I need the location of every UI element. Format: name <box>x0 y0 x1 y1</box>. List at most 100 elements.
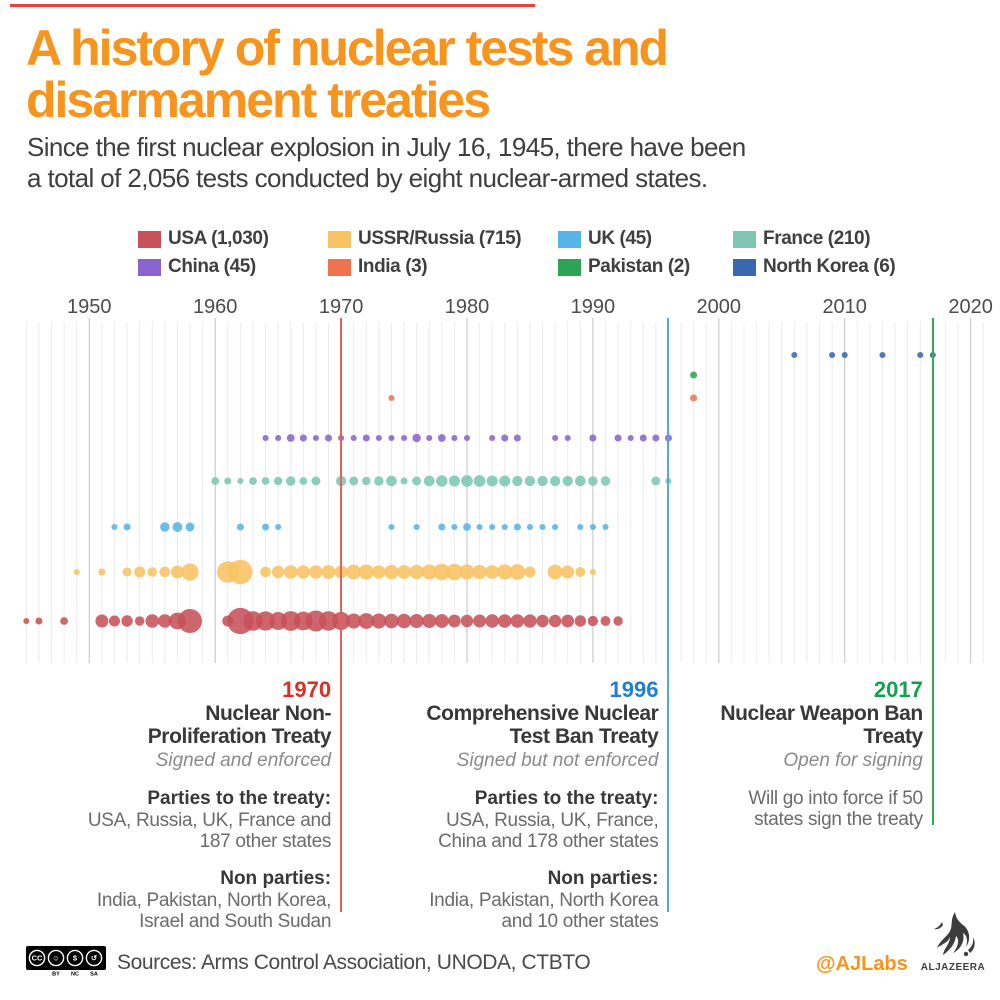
test-bubble <box>423 475 435 487</box>
treaty-title-line: Proliferation Treaty <box>147 725 332 748</box>
treaty-section-line: India, Pakistan, North Korea, <box>96 890 332 911</box>
treaty-year-line <box>667 318 670 912</box>
legend-label: UK (45) <box>588 228 652 249</box>
test-bubble <box>562 475 573 487</box>
test-bubble <box>436 475 448 487</box>
legend-item: China (45) <box>138 256 256 278</box>
cc-nc-label: NC <box>71 972 79 977</box>
treaty-section-label: Parties to the treaty: <box>474 788 659 809</box>
svg-text:☺: ☺ <box>52 954 60 963</box>
test-bubble <box>375 434 382 442</box>
legend-item: India (3) <box>328 256 428 278</box>
test-bubble <box>446 563 463 581</box>
test-bubble <box>472 564 487 580</box>
test-bubble <box>400 477 408 485</box>
treaty-section-line: USA, Russia, UK, France and <box>87 810 332 831</box>
test-bubble <box>602 523 609 531</box>
test-bubble <box>318 611 339 631</box>
test-bubble <box>552 434 559 442</box>
test-bubble <box>228 559 253 585</box>
test-bubble <box>497 564 513 580</box>
test-bubble <box>600 476 611 486</box>
test-bubble <box>95 614 109 628</box>
test-bubble <box>476 523 483 531</box>
top-accent-rule <box>10 4 535 7</box>
test-bubble <box>473 475 486 487</box>
test-bubble <box>448 475 460 487</box>
treaty-year-line <box>931 318 934 825</box>
legend-label: USA (1,030) <box>168 228 269 249</box>
treaty-annotation: 1970 Nuclear Non- Proliferation Treaty Sign… <box>79 678 332 933</box>
test-bubble <box>547 564 563 580</box>
test-bubble <box>145 614 160 628</box>
treaty-section-line: and 10 other states <box>501 911 659 932</box>
test-bubble <box>575 567 586 577</box>
treaty-section: Non parties: India, Pakistan, North Korea… <box>79 868 332 932</box>
treaty-title-line: Comprehensive Nuclear <box>426 702 659 725</box>
test-bubble <box>299 434 307 442</box>
test-bubble <box>172 522 183 532</box>
test-bubble <box>501 523 508 531</box>
cc-sa-label: SA <box>90 972 98 977</box>
treaty-year: 2017 <box>873 677 923 702</box>
test-bubble <box>346 613 362 629</box>
test-bubble <box>524 475 536 487</box>
timeline-plot: 1950 1960 1970 1980 1990 2000 2010 2020 <box>23 296 993 663</box>
test-bubble <box>159 566 171 578</box>
x-axis-tick-label: 2000 <box>697 296 742 318</box>
treaty-section-line: USA, Russia, UK, France, <box>446 810 659 831</box>
page-title: A history of nuclear tests and disarmame… <box>26 22 926 126</box>
test-bubble <box>384 564 399 580</box>
creative-commons-badge: CC ☺ $ ↺ BY NC SA <box>26 946 106 981</box>
test-bubble <box>409 564 424 580</box>
treaty-title-line: Test Ban Treaty <box>509 725 659 748</box>
test-bubble <box>879 351 886 359</box>
test-bubble <box>561 565 575 579</box>
treaty-status: Signed and enforced <box>155 750 332 771</box>
svg-text:↺: ↺ <box>91 954 98 963</box>
test-bubble <box>401 434 408 442</box>
test-bubble <box>489 523 496 531</box>
test-bubble <box>463 523 471 531</box>
legend-swatch <box>328 258 351 276</box>
test-bubble <box>485 614 499 628</box>
test-bubble <box>614 434 622 442</box>
test-bubble <box>512 475 523 487</box>
legend-label: France (210) <box>763 228 871 249</box>
treaty-section-line: Israel and South Sudan <box>139 911 332 932</box>
test-bubble <box>486 475 498 487</box>
treaty-title-line: Nuclear Non- <box>205 702 332 725</box>
test-bubble <box>134 616 145 626</box>
treaty-section: Parties to the treaty: USA, Russia, UK, F… <box>406 788 659 852</box>
test-bubble <box>255 611 276 631</box>
test-bubble <box>589 523 596 531</box>
test-bubble <box>564 434 571 442</box>
legend-swatch <box>138 258 161 276</box>
svg-text:$: $ <box>73 954 78 963</box>
test-bubble <box>362 434 370 442</box>
test-bubble <box>587 615 599 627</box>
treaty-section: Parties to the treaty: USA, Russia, UK, F… <box>79 788 332 852</box>
x-axis-tick-label: 2020 <box>948 296 993 318</box>
test-bubble <box>651 476 661 486</box>
test-bubble <box>510 614 525 628</box>
test-bubble <box>60 617 69 625</box>
test-bubble <box>386 475 397 487</box>
test-bubble <box>346 564 362 580</box>
treaty-section: Non parties: India, Pakistan, North Korea… <box>406 868 659 932</box>
aljazeera-logo-icon <box>922 912 982 962</box>
legend-swatch <box>733 230 756 248</box>
treaty-title-line: Nuclear Weapon Ban <box>720 702 923 725</box>
test-bubble <box>524 566 536 578</box>
test-bubble <box>98 568 106 576</box>
test-bubble <box>513 434 521 442</box>
test-bubble <box>35 617 43 625</box>
legend-item: Pakistan (2) <box>558 256 690 278</box>
test-bubble <box>178 609 203 633</box>
test-bubble <box>409 613 424 629</box>
test-bubble <box>552 523 559 531</box>
legend-swatch <box>328 230 351 248</box>
treaty-section-label: Parties to the treaty: <box>147 788 332 809</box>
test-bubble <box>499 475 511 487</box>
test-bubble <box>299 477 308 485</box>
